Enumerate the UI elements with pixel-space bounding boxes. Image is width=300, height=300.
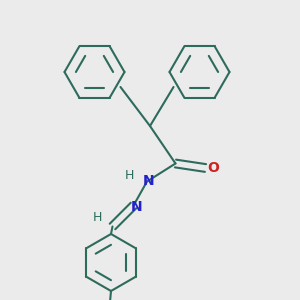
Text: N: N [143,174,154,188]
Text: H: H [93,211,102,224]
Text: N: N [131,200,142,214]
Text: H: H [124,169,134,182]
Text: O: O [207,161,219,175]
